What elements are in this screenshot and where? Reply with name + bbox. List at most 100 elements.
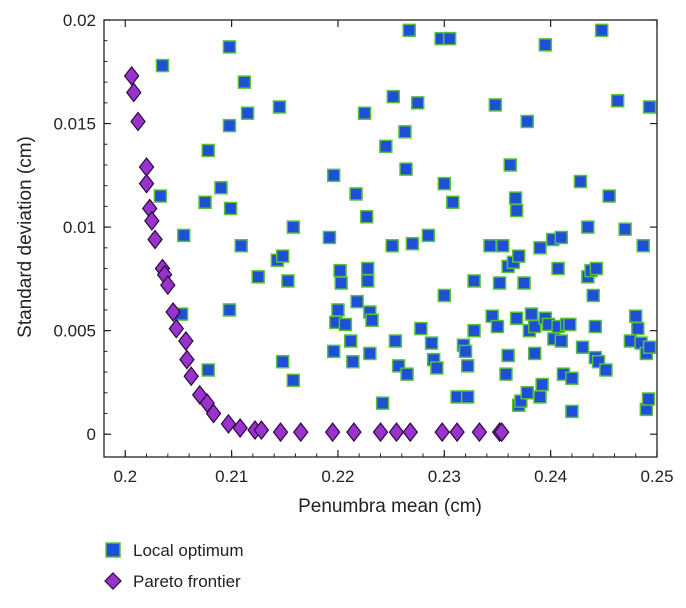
local-optimum-point: [508, 191, 523, 205]
local-optimum-point: [214, 181, 228, 195]
pareto-frontier-point: [205, 403, 222, 424]
local-optimum-points: [153, 23, 657, 419]
local-optimum-point: [286, 373, 301, 388]
pareto-frontier-point: [123, 65, 140, 86]
local-optimum-point: [331, 303, 345, 317]
local-optimum-point: [414, 321, 428, 336]
local-optimum-point: [357, 106, 372, 120]
local-optimum-point: [460, 390, 475, 404]
pareto-frontier-point: [272, 422, 289, 443]
local-optimum-point: [365, 313, 379, 328]
local-optimum-point: [533, 241, 547, 255]
local-optimum-point: [399, 162, 413, 176]
legend-pareto-frontier-label: Pareto frontier: [133, 572, 241, 591]
local-optimum-point: [251, 270, 265, 284]
local-optimum-point: [573, 174, 588, 189]
pareto-frontier-point: [168, 318, 185, 339]
local-optimum-point: [326, 168, 341, 183]
local-optimum-point: [234, 238, 248, 253]
local-optimum-point: [641, 392, 656, 406]
x-tick-label: 0.21: [215, 467, 248, 486]
local-optimum-point: [343, 334, 358, 348]
local-optimum-point: [375, 396, 390, 410]
pareto-frontier-point: [232, 418, 248, 438]
local-optimum-point: [446, 195, 460, 210]
legend-local-optimum-label: Local optimum: [133, 541, 244, 560]
local-optimum-point: [442, 31, 457, 46]
pareto-frontier-point: [434, 422, 450, 443]
local-optimum-point: [421, 228, 436, 243]
local-optimum-point: [437, 176, 452, 191]
y-tick-label: 0: [87, 425, 96, 444]
y-axis-title: Standard deviation (cm): [15, 136, 36, 338]
local-optimum-point: [642, 100, 657, 114]
pareto-frontier-points: [123, 65, 510, 443]
local-optimum-point: [338, 317, 353, 332]
pareto-frontier-point: [179, 349, 195, 370]
pareto-frontier-point: [402, 422, 419, 443]
local-optimum-point: [386, 89, 401, 104]
local-optimum-point: [359, 210, 374, 224]
local-optimum-point: [509, 203, 524, 218]
local-optimum-point: [636, 238, 650, 253]
y-tick-label: 0.02: [63, 11, 96, 30]
local-optimum-point: [631, 321, 645, 336]
x-tick-label: 0.23: [428, 467, 461, 486]
local-optimum-point: [153, 189, 168, 203]
local-optimum-point: [490, 319, 505, 334]
local-optimum-point: [642, 340, 657, 354]
local-optimum-point: [333, 263, 347, 278]
local-optimum-point: [275, 249, 290, 263]
pareto-frontier-point: [144, 210, 160, 231]
x-tick-label: 0.2: [113, 467, 137, 486]
local-optimum-point: [496, 238, 510, 253]
legend-pareto-frontier-swatch: [104, 572, 122, 590]
local-optimum-point: [575, 340, 590, 354]
local-optimum-point: [488, 98, 503, 112]
local-optimum-point: [527, 346, 542, 361]
pareto-frontier-point: [292, 422, 309, 443]
pareto-frontier-point: [138, 173, 155, 194]
local-optimum-point: [326, 344, 341, 359]
local-optimum-point: [467, 323, 481, 338]
pareto-frontier-point: [220, 413, 237, 434]
y-tick-label: 0.01: [63, 218, 96, 237]
local-optimum-point: [588, 319, 603, 334]
local-optimum-point: [520, 386, 535, 400]
local-optimum-point: [363, 346, 377, 361]
local-optimum-point: [501, 348, 515, 363]
local-optimum-point: [402, 23, 416, 38]
local-optimum-point: [222, 118, 237, 133]
local-optimum-point: [589, 261, 604, 276]
local-optimum-point: [618, 222, 632, 236]
local-optimum-point: [551, 261, 565, 276]
local-optimum-point: [424, 336, 439, 350]
local-optimum-point: [524, 307, 539, 321]
local-optimum-point: [594, 23, 609, 38]
pareto-frontier-point: [138, 157, 155, 178]
local-optimum-point: [405, 236, 420, 251]
pareto-frontier-point: [388, 422, 405, 443]
local-optimum-point: [350, 294, 364, 309]
y-tick-label: 0.015: [53, 115, 96, 134]
local-optimum-point: [610, 94, 625, 108]
pareto-frontier-point: [191, 384, 208, 405]
pareto-frontier-point: [130, 111, 146, 132]
pareto-frontier-point: [178, 331, 194, 351]
local-optimum-point: [581, 220, 595, 234]
axes: 0.2 0.21 0.22 0.23 0.24 0.25 0 0.005 0.01 0.015 0.…: [53, 11, 673, 486]
local-optimum-point: [360, 274, 375, 288]
local-optimum-point: [388, 334, 403, 348]
local-optimum-point: [533, 390, 547, 404]
local-optimum-point: [360, 261, 375, 276]
pareto-frontier-point: [324, 422, 341, 443]
local-optimum-point: [222, 40, 237, 54]
local-optimum-point: [240, 106, 255, 120]
local-optimum-point: [201, 143, 215, 158]
local-optimum-point: [430, 361, 444, 375]
pareto-frontier-point: [147, 229, 163, 250]
local-optimum-point: [535, 377, 549, 392]
local-optimum-point: [602, 189, 616, 203]
local-optimum-point: [155, 58, 170, 73]
